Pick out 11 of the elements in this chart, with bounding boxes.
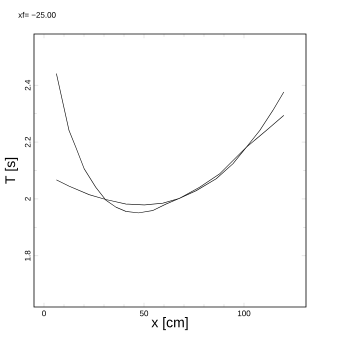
chart-title: xf= −25.00 xyxy=(18,12,56,18)
y-tick-label: 2 xyxy=(24,197,30,201)
y-tick-label: 2.2 xyxy=(24,136,30,148)
x-axis-title: x [cm] xyxy=(151,317,188,330)
x-tick-label: 0 xyxy=(42,310,46,316)
x-tick-label: 100 xyxy=(238,310,250,316)
y-tick-label: 1.8 xyxy=(24,250,30,261)
y-axis-title: T [s] xyxy=(4,158,18,184)
line-series xyxy=(56,73,284,214)
y-tick-label: 2.4 xyxy=(24,80,30,90)
x-tick-label: 50 xyxy=(140,310,148,316)
